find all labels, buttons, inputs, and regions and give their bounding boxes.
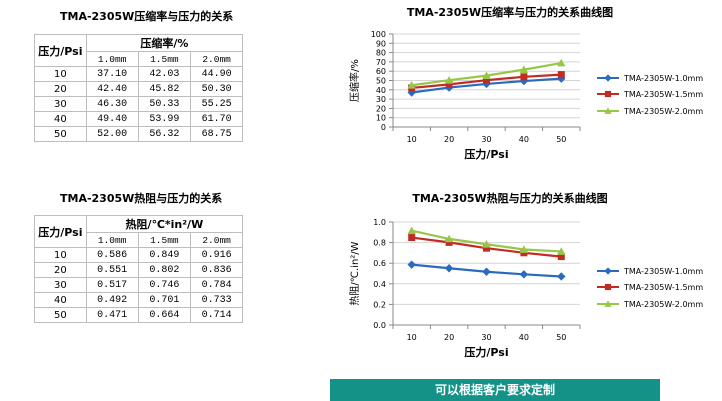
triangle-marker bbox=[444, 76, 454, 84]
y-axis-label: 压缩率/% bbox=[348, 59, 361, 102]
y-tick-label: 0.4 bbox=[373, 280, 386, 289]
y-tick-label: 30 bbox=[376, 95, 386, 104]
triangle-marker bbox=[604, 300, 612, 307]
diamond-marker bbox=[557, 272, 566, 281]
square-marker bbox=[604, 90, 612, 98]
y-tick-label: 80 bbox=[376, 49, 386, 58]
table-row: 40 49.40 53.99 61.70 bbox=[34, 111, 243, 127]
square-marker bbox=[483, 76, 490, 84]
x-tick-label: 10 bbox=[407, 333, 417, 342]
square-marker bbox=[483, 244, 490, 252]
x-tick-label: 50 bbox=[556, 135, 566, 144]
legend-label: TMA-2305W-1.5mm bbox=[623, 90, 703, 99]
square-marker bbox=[520, 73, 528, 81]
triangle-marker bbox=[557, 58, 566, 67]
x-axis-label: 压力/Psi bbox=[464, 345, 508, 359]
table1-title: TMA-2305W压缩率与压力的关系 bbox=[60, 10, 234, 23]
y-axis-label: 热阻/℃.in²/W bbox=[348, 241, 361, 305]
chart-title: TMA-2305W压缩率与压力的关系曲线图 bbox=[407, 5, 613, 19]
table-row: 20 0.551 0.802 0.836 bbox=[34, 262, 243, 278]
triangle-marker bbox=[604, 107, 612, 114]
thermal-resistance-table: 压力/Psi 热阻/℃*in²/W 1.0mm 1.5mm 2.0mm 10 0… bbox=[34, 215, 244, 323]
x-tick-label: 50 bbox=[556, 333, 566, 342]
x-tick-label: 20 bbox=[444, 135, 454, 144]
triangle-marker bbox=[407, 226, 416, 235]
square-marker bbox=[445, 80, 453, 88]
pressure-cell: 50 bbox=[34, 126, 87, 142]
custom-order-banner: 可以根据客户要求定制 bbox=[330, 379, 660, 401]
diamond-marker bbox=[519, 270, 529, 279]
legend-label: TMA-2305W-2.0mm bbox=[623, 107, 703, 116]
square-marker bbox=[408, 234, 416, 242]
square-marker bbox=[557, 253, 565, 261]
compression-table: 压力/Psi 压缩率/% 1.0mm 1.5mm 2.0mm 10 37.10 … bbox=[34, 34, 244, 142]
y-tick-label: 0.2 bbox=[373, 300, 386, 309]
pressure-header: 压力/Psi bbox=[34, 215, 87, 248]
y-tick-label: 100 bbox=[371, 30, 386, 39]
table-row: 50 52.00 56.32 68.75 bbox=[34, 126, 243, 142]
y-tick-label: 0.8 bbox=[373, 239, 386, 248]
value-cell: 0.471 bbox=[85, 307, 139, 323]
triangle-marker bbox=[482, 71, 491, 79]
x-tick-label: 40 bbox=[519, 135, 529, 144]
table-row: 40 0.492 0.701 0.733 bbox=[34, 292, 243, 308]
table-row: 30 46.30 50.33 55.25 bbox=[34, 96, 243, 112]
triangle-marker bbox=[407, 81, 416, 89]
x-axis-label: 压力/Psi bbox=[464, 147, 508, 161]
diamond-marker bbox=[482, 79, 491, 89]
y-tick-label: 20 bbox=[376, 104, 386, 113]
legend-label: TMA-2305W-1.5mm bbox=[623, 283, 703, 292]
y-tick-label: 1.0 bbox=[373, 218, 386, 227]
value-cell: 56.32 bbox=[137, 126, 192, 142]
table-row: 10 0.586 0.849 0.916 bbox=[34, 247, 243, 263]
y-tick-label: 10 bbox=[376, 114, 386, 123]
chart-title: TMA-2305W热阻与压力的关系曲线图 bbox=[412, 191, 607, 205]
y-tick-label: 0.0 bbox=[373, 321, 386, 330]
y-tick-label: 40 bbox=[376, 86, 386, 95]
triangle-marker bbox=[519, 245, 529, 253]
y-tick-label: 0 bbox=[381, 123, 386, 132]
legend-label: TMA-2305W-2.0mm bbox=[623, 300, 703, 309]
pressure-header: 压力/Psi bbox=[34, 34, 87, 67]
x-tick-label: 10 bbox=[407, 135, 417, 144]
y-tick-label: 0.6 bbox=[373, 259, 386, 268]
square-marker bbox=[604, 283, 612, 291]
square-marker bbox=[557, 71, 565, 79]
diamond-marker bbox=[444, 264, 454, 273]
diamond-marker bbox=[604, 74, 612, 82]
value-cell: 0.664 bbox=[137, 307, 192, 323]
y-tick-label: 60 bbox=[376, 67, 386, 76]
diamond-marker bbox=[407, 260, 416, 269]
value-cell: 68.75 bbox=[190, 126, 243, 142]
triangle-marker bbox=[444, 234, 454, 243]
value-cell: 0.714 bbox=[190, 307, 243, 323]
value-cell: 0.586 bbox=[85, 247, 139, 263]
value-cell: 52.00 bbox=[85, 126, 139, 142]
square-marker bbox=[445, 238, 453, 246]
x-tick-label: 30 bbox=[481, 333, 491, 342]
table-row: 20 42.40 45.82 50.30 bbox=[34, 81, 243, 97]
diamond-marker bbox=[557, 74, 566, 83]
legend-label: TMA-2305W-1.0mm bbox=[623, 74, 703, 83]
table2-title: TMA-2305W热阻与压力的关系 bbox=[60, 192, 223, 205]
x-tick-label: 20 bbox=[444, 333, 454, 342]
triangle-marker bbox=[482, 240, 491, 248]
legend-label: TMA-2305W-1.0mm bbox=[623, 267, 703, 276]
x-tick-label: 40 bbox=[519, 333, 529, 342]
diamond-marker bbox=[482, 267, 491, 276]
x-tick-label: 30 bbox=[481, 135, 491, 144]
value-cell: 0.492 bbox=[85, 292, 139, 308]
table-row: 50 0.471 0.664 0.714 bbox=[34, 307, 243, 323]
diamond-marker bbox=[604, 267, 612, 275]
y-tick-label: 70 bbox=[376, 58, 386, 67]
y-tick-label: 50 bbox=[376, 77, 386, 86]
triangle-marker bbox=[519, 65, 529, 73]
y-tick-label: 90 bbox=[376, 39, 386, 48]
table-row: 10 37.10 42.03 44.90 bbox=[34, 66, 243, 82]
triangle-marker bbox=[557, 247, 566, 255]
pressure-cell: 50 bbox=[34, 307, 87, 323]
